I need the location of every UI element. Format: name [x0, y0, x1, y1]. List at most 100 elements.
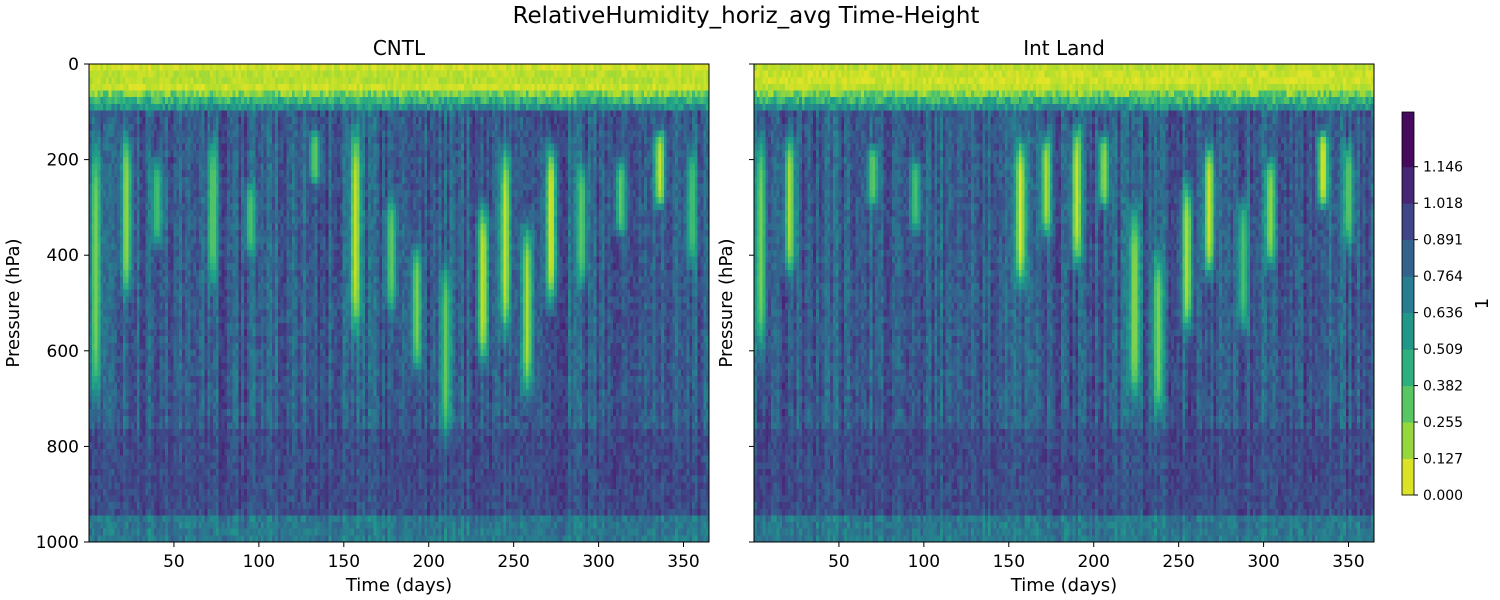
heatmap-cell — [170, 103, 175, 112]
heatmap-cell — [182, 64, 186, 72]
heatmap-cell — [184, 488, 189, 497]
heatmap-cell — [125, 196, 130, 205]
heatmap-cell — [108, 170, 113, 178]
heatmap-cell — [105, 150, 110, 158]
heatmap-cell — [167, 475, 172, 483]
heatmap-cell — [91, 349, 96, 357]
heatmap-cell — [114, 216, 118, 224]
heatmap-cell — [184, 508, 189, 517]
heatmap-cell — [91, 156, 96, 165]
heatmap-cell — [156, 156, 161, 165]
heatmap-cell — [156, 283, 161, 291]
heatmap-cell — [91, 369, 96, 377]
heatmap-cell — [114, 150, 118, 158]
heatmap-cell — [139, 223, 144, 231]
heatmap-cell — [173, 216, 177, 224]
heatmap-cell — [179, 395, 183, 404]
heatmap-cell — [145, 296, 149, 304]
heatmap-cell — [153, 156, 158, 165]
heatmap-cell — [153, 256, 158, 264]
heatmap-cell — [105, 249, 110, 258]
heatmap-cell — [145, 356, 149, 364]
heatmap-cell — [159, 522, 163, 530]
heatmap-cell — [120, 402, 124, 410]
heatmap-cell — [120, 203, 124, 211]
heatmap-cell — [103, 342, 107, 351]
heatmap-cell — [142, 468, 146, 477]
heatmap-cell — [120, 389, 124, 397]
heatmap-cell — [125, 522, 130, 530]
heatmap-cell — [159, 183, 163, 191]
heatmap-cell — [173, 83, 177, 92]
heatmap-cell — [179, 97, 183, 105]
heatmap-cell — [162, 103, 166, 112]
heatmap-cell — [125, 342, 130, 351]
heatmap-cell — [136, 103, 141, 112]
heatmap-cell — [114, 256, 118, 264]
heatmap-cell — [159, 535, 163, 543]
heatmap-cell — [122, 176, 127, 185]
heatmap-cell — [128, 243, 132, 251]
heatmap-cell — [111, 216, 115, 224]
heatmap-cell — [162, 97, 166, 105]
heatmap-cell — [89, 316, 93, 324]
heatmap-cell — [184, 143, 189, 151]
heatmap-cell — [159, 303, 163, 311]
heatmap-cell — [165, 488, 169, 497]
heatmap-cell — [170, 322, 175, 331]
heatmap-cell — [122, 103, 127, 112]
heatmap-cell — [139, 229, 144, 238]
heatmap-cell — [134, 163, 138, 171]
heatmap-cell — [165, 362, 169, 370]
heatmap-cell — [145, 482, 149, 490]
heatmap-cell — [176, 103, 180, 112]
heatmap-cell — [122, 150, 127, 158]
heatmap-cell — [122, 369, 127, 377]
heatmap-cell — [120, 249, 124, 258]
heatmap-cell — [128, 389, 132, 397]
heatmap-cell — [114, 429, 118, 437]
heatmap-cell — [89, 402, 93, 410]
heatmap-cell — [120, 190, 124, 198]
heatmap-cell — [131, 429, 135, 437]
heatmap-cell — [142, 488, 146, 497]
heatmap-cell — [125, 276, 130, 284]
heatmap-cell — [167, 415, 172, 424]
heatmap-cell — [142, 223, 146, 231]
heatmap-cell — [117, 429, 121, 437]
heatmap-cell — [139, 150, 144, 158]
heatmap-cell — [139, 508, 144, 517]
heatmap-cell — [148, 223, 152, 231]
heatmap-cell — [136, 117, 141, 125]
heatmap-cell — [179, 535, 183, 543]
heatmap-cell — [151, 468, 155, 477]
heatmap-cell — [159, 409, 163, 417]
heatmap-cell — [184, 475, 189, 483]
heatmap-cell — [136, 283, 141, 291]
heatmap-cell — [114, 289, 118, 297]
heatmap-cell — [122, 64, 127, 72]
heatmap-cell — [108, 376, 113, 384]
heatmap-cell — [120, 442, 124, 450]
heatmap-cell — [139, 329, 144, 337]
heatmap-cell — [105, 256, 110, 264]
heatmap-cell — [136, 289, 141, 297]
heatmap-cell — [170, 356, 175, 364]
heatmap-cell — [100, 508, 104, 517]
heatmap-cell — [156, 150, 161, 158]
heatmap-cell — [153, 70, 158, 78]
heatmap-cell — [165, 309, 169, 317]
heatmap-cell — [142, 329, 146, 337]
heatmap-cell — [131, 196, 135, 205]
heatmap-cell — [145, 342, 149, 351]
heatmap-cell — [105, 362, 110, 370]
heatmap-cell — [184, 316, 189, 324]
heatmap-cell — [105, 130, 110, 138]
heatmap-cell — [91, 442, 96, 450]
heatmap-cell — [136, 176, 141, 185]
heatmap-cell — [103, 369, 107, 377]
heatmap-cell — [134, 249, 138, 258]
heatmap-cell — [165, 263, 169, 271]
heatmap-cell — [111, 402, 115, 410]
heatmap-cell — [134, 123, 138, 131]
